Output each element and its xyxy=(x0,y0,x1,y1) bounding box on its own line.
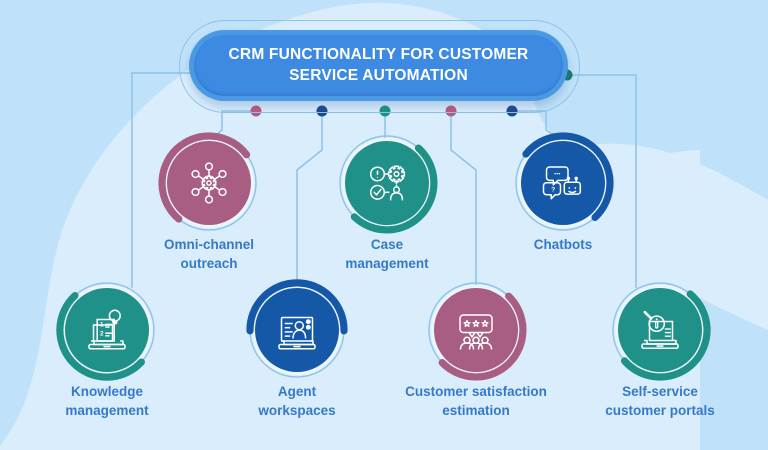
svg-text:?: ? xyxy=(551,187,555,194)
svg-text:2: 2 xyxy=(100,330,104,337)
svg-text:1: 1 xyxy=(100,321,104,328)
